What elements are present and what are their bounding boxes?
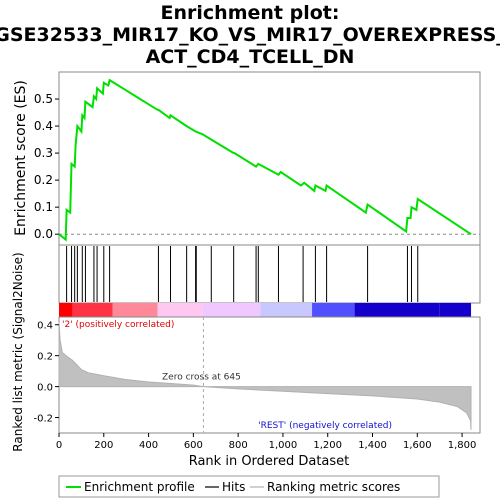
title-line-3: ACT_CD4_TCELL_DN [146,46,355,68]
metric-panel-frame [59,317,480,433]
x-axis-label: Rank in Ordered Dataset [189,454,350,469]
x-tick-label: 200 [94,440,113,451]
metric-y-tick-label: 0.4 [37,321,53,332]
es-y-axis-label: Enrichment score (ES) [13,80,29,236]
ranking-bar-segment [261,303,313,317]
hits-panel [59,245,480,303]
ranking-bar-segment [72,303,112,317]
legend-enrichment-profile-label: Enrichment profile [84,480,195,494]
es-panel: 0.0 0.1 0.2 0.3 0.4 0.5 Enrichment score (ES) [13,72,480,245]
legend: Enrichment profile Hits Ranking metric s… [59,476,439,497]
ranking-bar-segment [312,303,355,317]
metric-y-tick-label: 0.0 [37,383,53,394]
es-y-tick-label: 0.1 [34,200,53,214]
negative-correlated-label: 'REST' (negatively correlated) [258,421,392,431]
es-y-tick-label: 0.3 [34,146,53,160]
zero-cross-label: Zero cross at 645 [162,373,241,383]
x-tick-label: 1,400 [358,440,387,451]
es-y-tick-label: 0.4 [34,119,53,133]
ranking-bar-segment [355,303,440,317]
ranking-bar-segment [202,303,260,317]
ranking-bar-segment [59,303,72,317]
x-tick-label: 1,200 [313,440,342,451]
es-panel-frame [59,72,480,245]
positive-correlated-label: '2' (positively correlated) [62,320,174,330]
ranking-color-bar [59,303,471,317]
metric-y-tick-label: -0.2 [33,414,53,425]
ranking-bar-segment [113,303,158,317]
es-y-tick-label: 0.5 [34,92,53,106]
x-tick-label: 800 [229,440,248,451]
ranking-bar-segment [440,303,471,317]
x-tick-label: 1,600 [403,440,432,451]
x-tick-label: 400 [139,440,158,451]
metric-y-axis-label: Ranked list metric (Signal2Noise) [11,252,25,451]
es-y-tick-label: 0.0 [34,227,53,241]
x-tick-label: 600 [184,440,203,451]
ranking-bar-segment [158,303,203,317]
es-y-tick-label: 0.2 [34,173,53,187]
title-line-2: GSE32533_MIR17_KO_VS_MIR17_OVEREXPRESS_ [0,24,500,46]
x-tick-label: 0 [56,440,62,451]
title-line-1: Enrichment plot: [161,2,340,24]
hits-panel-frame [59,245,480,303]
legend-hits-label: Hits [222,480,245,494]
legend-ranking-metric-label: Ranking metric scores [267,480,400,494]
x-tick-label: 1,800 [448,440,477,451]
x-tick-label: 1,000 [269,440,298,451]
metric-y-tick-label: 0.2 [37,352,53,363]
